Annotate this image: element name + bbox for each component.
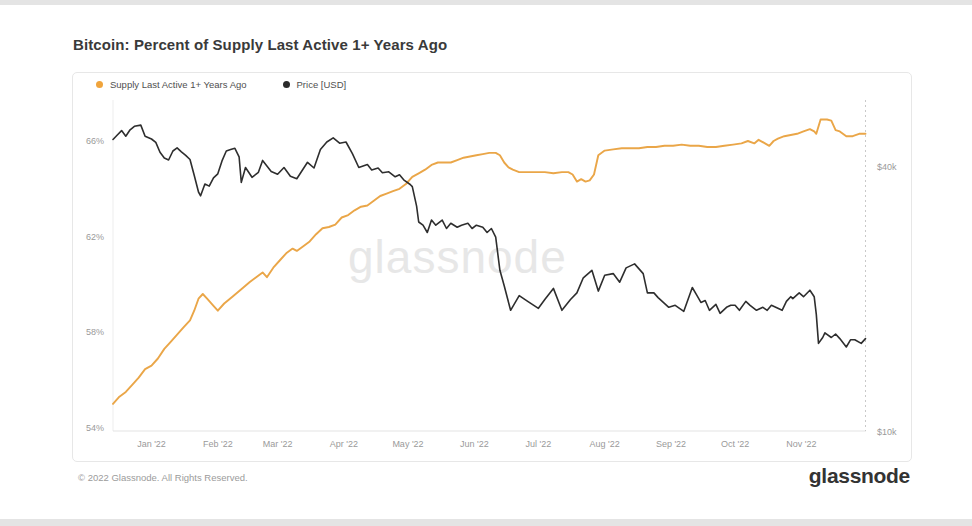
y-axis-left-label: 58% (86, 327, 104, 337)
page-background: { "page": { "title": "Bitcoin: Percent o… (0, 0, 972, 526)
x-axis-label: Oct '22 (721, 439, 749, 449)
x-axis-label: May '22 (392, 439, 423, 449)
y-axis-right-label: $10k (877, 427, 897, 437)
y-axis-left-label: 54% (86, 423, 104, 433)
supply-last-active-line[interactable] (113, 120, 866, 404)
legend-label-price: Price [USD] (297, 79, 347, 90)
x-axis-label: Jul '22 (526, 439, 552, 449)
x-axis-label: Aug '22 (590, 439, 620, 449)
price-series-dot-icon (283, 81, 290, 88)
x-axis-label: Mar '22 (263, 439, 293, 449)
legend-item-supply[interactable]: Supply Last Active 1+ Years Ago (96, 79, 247, 90)
x-axis-label: Sep '22 (656, 439, 686, 449)
x-axis-label: Jan '22 (137, 439, 166, 449)
supply-series-dot-icon (96, 81, 103, 88)
x-axis-label: Jun '22 (460, 439, 489, 449)
y-axis-right-labels: $40k $10k (877, 162, 897, 437)
x-axis-labels: Jan '22 Feb '22 Mar '22 Apr '22 May '22 Jun '… (137, 439, 816, 449)
legend-label-supply: Supply Last Active 1+ Years Ago (110, 79, 247, 90)
y-axis-right-label: $40k (877, 162, 897, 172)
x-axis-label: Apr '22 (330, 439, 358, 449)
y-axis-left-label: 66% (86, 136, 104, 146)
y-axis-left-labels: 66% 62% 58% 54% (86, 136, 104, 433)
x-axis-label: Nov '22 (786, 439, 816, 449)
copyright-text: © 2022 Glassnode. All Rights Reserved. (78, 472, 248, 483)
y-axis-left-label: 62% (86, 232, 104, 242)
glassnode-logo: glassnode (809, 464, 910, 488)
x-axis-label: Feb '22 (203, 439, 233, 449)
chart-legend: Supply Last Active 1+ Years Ago Price [U… (96, 79, 346, 90)
legend-item-price[interactable]: Price [USD] (283, 79, 347, 90)
price-usd-line[interactable] (113, 125, 866, 347)
